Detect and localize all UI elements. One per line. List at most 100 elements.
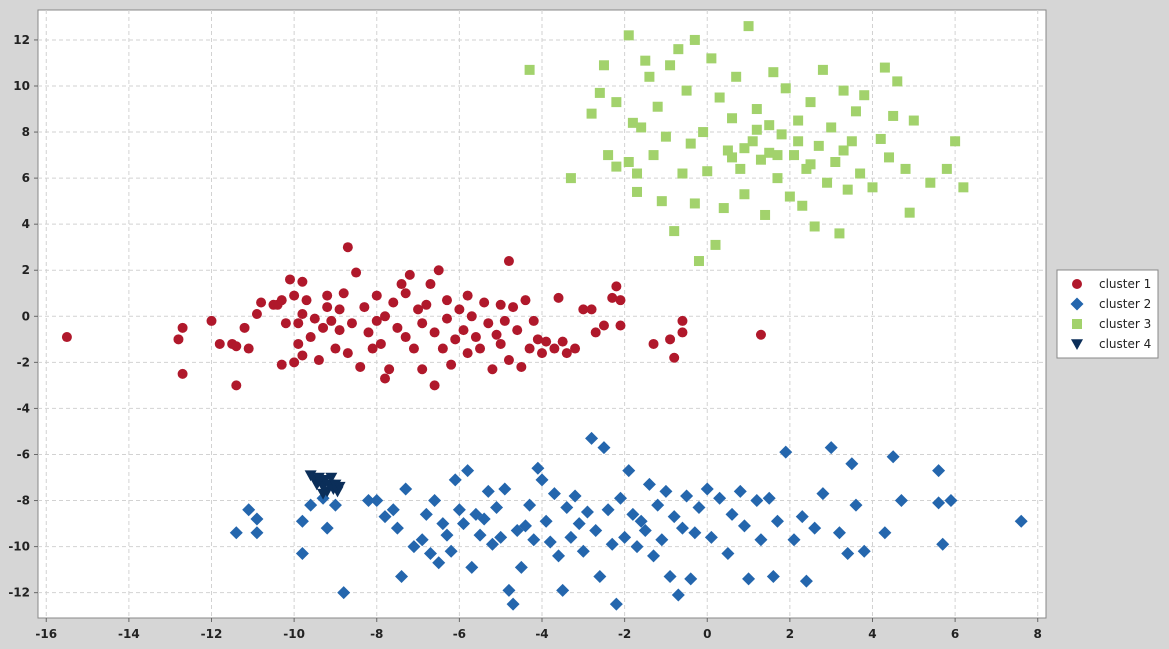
data-point (565, 173, 576, 184)
data-point (603, 150, 614, 161)
data-point (623, 157, 634, 167)
x-tick-label: -2 (618, 627, 631, 641)
data-point (879, 62, 890, 73)
y-tick-label: -8 (17, 494, 30, 508)
data-point (585, 431, 599, 445)
data-point (755, 329, 766, 340)
data-point (700, 482, 714, 496)
data-point (564, 530, 578, 544)
y-tick-label: -4 (17, 401, 30, 415)
data-point (325, 472, 338, 484)
data-point (784, 191, 795, 202)
data-point (799, 574, 813, 588)
data-point (892, 76, 903, 87)
data-point (560, 500, 574, 514)
data-point (512, 325, 523, 336)
data-point (894, 494, 908, 508)
data-point (483, 318, 494, 329)
data-point (849, 498, 863, 512)
data-point (669, 352, 680, 363)
data-point (586, 108, 597, 119)
data-point (458, 325, 469, 336)
data-point (485, 537, 499, 551)
y-tick-label: 0 (22, 309, 30, 323)
data-point (553, 292, 564, 303)
data-point (351, 267, 362, 278)
data-point (936, 537, 950, 551)
legend-label: cluster 4 (1099, 337, 1151, 351)
y-tick-label: 2 (22, 263, 30, 277)
data-point (751, 104, 762, 115)
data-point (888, 110, 899, 121)
data-point (239, 322, 250, 333)
legend-label: cluster 1 (1099, 277, 1151, 291)
data-point (384, 364, 395, 375)
data-point (380, 311, 391, 322)
data-point (680, 489, 694, 503)
data-point (714, 92, 725, 103)
y-tick-label: -2 (17, 355, 30, 369)
data-point (243, 343, 254, 354)
data-point (568, 489, 582, 503)
data-point (805, 97, 816, 108)
data-point (795, 510, 809, 524)
data-point (276, 295, 287, 306)
data-point (663, 570, 677, 584)
data-point (330, 343, 341, 354)
data-point (743, 21, 754, 32)
data-point (408, 343, 419, 354)
data-point (570, 343, 581, 354)
data-point (295, 547, 309, 561)
data-point (605, 537, 619, 551)
y-tick-label: -10 (8, 540, 30, 554)
data-point (572, 517, 586, 531)
data-point (444, 544, 458, 558)
data-point (457, 517, 471, 531)
data-point (386, 503, 400, 517)
data-point (417, 318, 428, 329)
data-point (648, 338, 659, 349)
data-point (407, 540, 421, 554)
data-point (250, 526, 264, 540)
data-point (470, 332, 481, 343)
data-point (547, 487, 561, 501)
data-point (289, 357, 300, 368)
data-point (793, 136, 804, 147)
data-point (428, 494, 442, 508)
data-point (557, 336, 568, 347)
data-point (941, 163, 952, 174)
data-point (634, 514, 648, 528)
data-point (503, 256, 514, 267)
data-point (689, 198, 700, 209)
data-point (623, 30, 634, 41)
data-point (611, 97, 622, 108)
data-point (371, 290, 382, 301)
data-point (417, 364, 428, 375)
data-point (859, 90, 870, 101)
data-point (423, 547, 437, 561)
data-point (388, 297, 399, 308)
data-point (755, 154, 766, 165)
data-point (762, 491, 776, 505)
data-point (276, 359, 287, 370)
data-point (615, 320, 626, 331)
data-point (543, 535, 557, 549)
data-point (875, 133, 886, 144)
data-point (214, 338, 225, 349)
data-point (495, 338, 506, 349)
data-point (808, 521, 822, 535)
data-point (359, 302, 370, 313)
legend-marker (1072, 319, 1082, 329)
data-point (173, 334, 184, 345)
data-point (838, 145, 849, 156)
data-point (432, 556, 446, 570)
data-point (693, 256, 704, 267)
legend-marker (1070, 297, 1084, 311)
data-point (739, 143, 750, 154)
data-point (816, 487, 830, 501)
data-point (535, 473, 549, 487)
data-point (450, 334, 461, 345)
data-point (842, 184, 853, 195)
data-point (494, 530, 508, 544)
